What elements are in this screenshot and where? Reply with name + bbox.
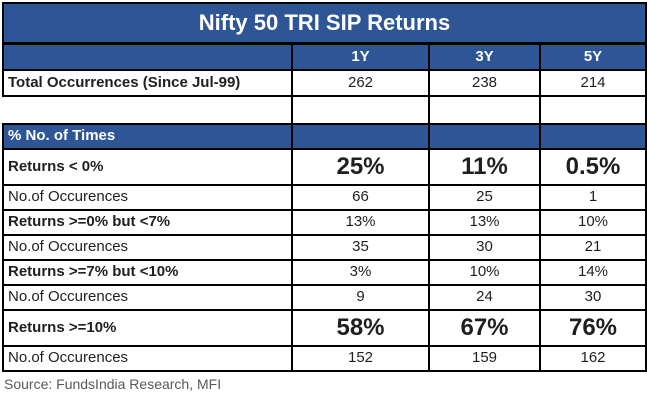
occurrences-7-to-10-3y: 24 xyxy=(428,284,541,311)
spacer-cell-3y xyxy=(428,95,541,125)
row-returns-7-to-10: Returns >=7% but <10% 3% 10% 14% xyxy=(2,259,647,286)
occurrences-0-to-7-1y: 35 xyxy=(291,234,430,261)
row-returns-0-to-7: Returns >=0% but <7% 13% 13% 10% xyxy=(2,209,647,236)
returns-0-to-7-5y: 10% xyxy=(539,209,647,236)
section-header-label: % No. of Times xyxy=(2,123,293,150)
section-header-1y xyxy=(291,123,430,150)
occurrences-0-to-7-3y: 30 xyxy=(428,234,541,261)
occurrences-lt-0-label: No.of Occurences xyxy=(2,184,293,211)
occurrences-7-to-10-label: No.of Occurences xyxy=(2,284,293,311)
row-returns-gte-10: Returns >=10% 58% 67% 76% xyxy=(2,309,647,347)
occurrences-lt-0-3y: 25 xyxy=(428,184,541,211)
returns-gte-10-1y: 58% xyxy=(291,309,430,347)
returns-7-to-10-label: Returns >=7% but <10% xyxy=(2,259,293,286)
occurrences-lt-0-5y: 1 xyxy=(539,184,647,211)
total-occurrences-label: Total Occurrences (Since Jul-99) xyxy=(2,69,293,97)
returns-7-to-10-5y: 14% xyxy=(539,259,647,286)
occurrences-gte-10-1y: 152 xyxy=(291,345,430,372)
section-header-5y xyxy=(539,123,647,150)
occurrences-0-to-7-5y: 21 xyxy=(539,234,647,261)
occurrences-0-to-7-label: No.of Occurences xyxy=(2,234,293,261)
total-occurrences-3y: 238 xyxy=(428,69,541,97)
row-returns-lt-0: Returns < 0% 25% 11% 0.5% xyxy=(2,148,647,186)
column-header-5y: 5Y xyxy=(539,42,647,71)
returns-0-to-7-1y: 13% xyxy=(291,209,430,236)
row-occurrences-gte-10: No.of Occurences 152 159 162 xyxy=(2,345,647,372)
column-header-3y: 3Y xyxy=(428,42,541,71)
row-total-occurrences: Total Occurrences (Since Jul-99) 262 238… xyxy=(2,69,647,97)
row-occurrences-7-to-10: No.of Occurences 9 24 30 xyxy=(2,284,647,311)
occurrences-lt-0-1y: 66 xyxy=(291,184,430,211)
spacer-cell-1y xyxy=(291,95,430,125)
occurrences-7-to-10-1y: 9 xyxy=(291,284,430,311)
page-title: Nifty 50 TRI SIP Returns xyxy=(2,2,647,45)
table-title-row: Nifty 50 TRI SIP Returns xyxy=(2,2,647,45)
returns-lt-0-5y: 0.5% xyxy=(539,148,647,186)
returns-lt-0-1y: 25% xyxy=(291,148,430,186)
occurrences-gte-10-5y: 162 xyxy=(539,345,647,372)
row-section-header: % No. of Times xyxy=(2,123,647,150)
occurrences-gte-10-label: No.of Occurences xyxy=(2,345,293,372)
row-occurrences-0-to-7: No.of Occurences 35 30 21 xyxy=(2,234,647,261)
total-occurrences-1y: 262 xyxy=(291,69,430,97)
section-header-3y xyxy=(428,123,541,150)
corner-header-cell xyxy=(2,42,293,71)
column-header-1y: 1Y xyxy=(291,42,430,71)
total-occurrences-5y: 214 xyxy=(539,69,647,97)
returns-0-to-7-3y: 13% xyxy=(428,209,541,236)
source-note: Source: FundsIndia Research, MFI xyxy=(4,376,222,392)
spacer-cell-5y xyxy=(539,95,647,125)
sip-returns-table: Nifty 50 TRI SIP Returns 1Y 3Y 5Y Total … xyxy=(2,2,647,372)
returns-0-to-7-label: Returns >=0% but <7% xyxy=(2,209,293,236)
returns-gte-10-label: Returns >=10% xyxy=(2,309,293,347)
returns-lt-0-3y: 11% xyxy=(428,148,541,186)
occurrences-gte-10-3y: 159 xyxy=(428,345,541,372)
returns-gte-10-5y: 76% xyxy=(539,309,647,347)
row-occurrences-lt-0: No.of Occurences 66 25 1 xyxy=(2,184,647,211)
occurrences-7-to-10-5y: 30 xyxy=(539,284,647,311)
returns-7-to-10-3y: 10% xyxy=(428,259,541,286)
returns-gte-10-3y: 67% xyxy=(428,309,541,347)
returns-7-to-10-1y: 3% xyxy=(291,259,430,286)
column-header-row: 1Y 3Y 5Y xyxy=(2,42,647,71)
row-spacer xyxy=(3,95,647,125)
spacer-cell-label xyxy=(3,95,293,125)
returns-lt-0-label: Returns < 0% xyxy=(2,148,293,186)
